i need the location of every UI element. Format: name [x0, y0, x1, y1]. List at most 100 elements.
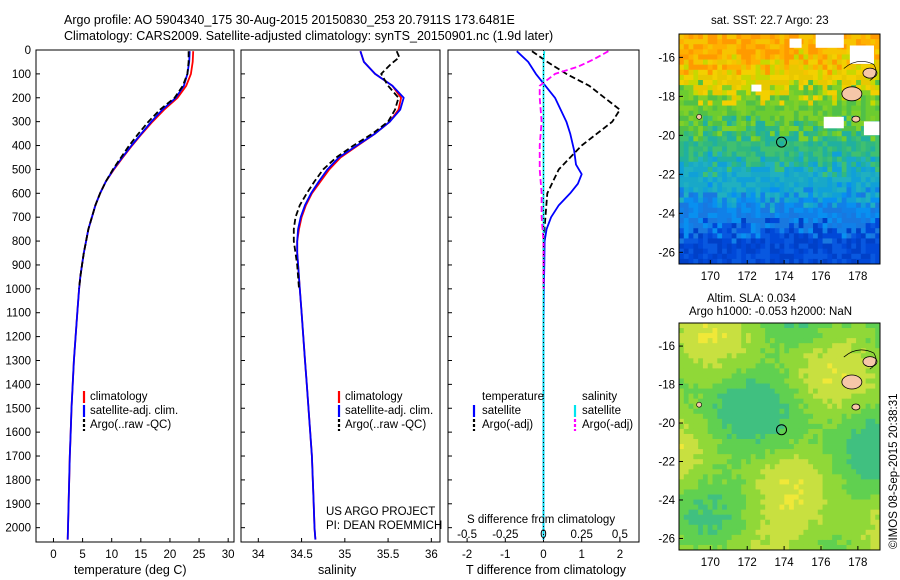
temperature-legend-argo: Argo(..raw -QC) [90, 419, 172, 431]
x-tick-label: 0 [540, 549, 546, 561]
sla-map [678, 322, 881, 551]
salinity-difference-tick-label: 0.25 [571, 529, 593, 541]
map-latitude-label: -24 [658, 495, 675, 507]
x-tick-label: 2 [617, 549, 623, 561]
sst-map-title: sat. SST: 22.7 Argo: 23 [711, 15, 829, 27]
map-longitude-label: 176 [811, 557, 830, 569]
map-frame [678, 33, 881, 265]
x-tick-label: 35 [338, 549, 351, 561]
sla-map-title-line-2: Argo h1000: -0.053 h2000: NaN [689, 306, 853, 318]
profile-panel-frame [240, 49, 441, 543]
island-shape [841, 374, 863, 390]
depth-tick-label: 300 [12, 117, 31, 129]
island-shape [851, 403, 861, 411]
x-tick-label: 36 [425, 549, 438, 561]
depth-tick-label: 1800 [5, 475, 31, 487]
depth-tick-label: 1600 [5, 427, 31, 439]
map-latitude-label: -22 [658, 169, 675, 181]
map-latitude-label: -26 [658, 533, 675, 545]
depth-tick-label: 400 [12, 141, 31, 153]
island-shape [862, 356, 878, 367]
x-tick-label: 34.5 [290, 549, 312, 561]
depth-tick-label: 1200 [5, 332, 31, 344]
map-latitude-label: -26 [658, 247, 675, 259]
depth-tick-label: 800 [12, 236, 31, 248]
depth-tick-label: 500 [12, 164, 31, 176]
diff-legend-salinity-argo: Argo(-adj) [582, 419, 634, 431]
island-shape [862, 67, 878, 79]
series-line-satellite-adj-clim- [296, 50, 405, 540]
map-longitude-label: 178 [848, 557, 867, 569]
depth-tick-label: 900 [12, 260, 31, 272]
depth-tick-label: 2000 [5, 523, 31, 535]
x-tick-label: 34 [252, 549, 265, 561]
map-longitude-label: 176 [811, 271, 830, 283]
depth-tick-label: 1400 [5, 379, 31, 391]
map-latitude-label: -16 [658, 341, 675, 353]
imos-credit: ©IMOS 08-Sep-2015 20:38:31 [888, 393, 900, 549]
title-line-1: Argo profile: AO 5904340_175 30-Aug-2015… [64, 13, 515, 27]
x-tick-label: 35.5 [377, 549, 399, 561]
map-longitude-label: 172 [738, 271, 757, 283]
series-line-t-argo-adj- [531, 50, 621, 289]
t-difference-axis-label: T difference from climatology [466, 563, 627, 577]
x-tick-label: -2 [462, 549, 472, 561]
series-line-argo-raw-qc- [292, 50, 401, 289]
cloud-gap [863, 121, 880, 136]
depth-tick-label: 1300 [5, 355, 31, 367]
cloud-gap [823, 116, 844, 129]
map-longitude-label: 172 [738, 557, 757, 569]
depth-tick-label: 600 [12, 188, 31, 200]
x-tick-label: 5 [79, 549, 85, 561]
cloud-gap [815, 34, 844, 48]
depth-tick-label: 1100 [6, 308, 31, 320]
depth-tick-label: 0 [25, 45, 31, 57]
x-tick-label: 10 [105, 549, 118, 561]
project-annotation-line-2: PI: DEAN ROEMMICH [326, 520, 443, 532]
cloud-gap [789, 38, 802, 48]
map-latitude-label: -20 [658, 418, 675, 430]
salinity-axis-label: salinity [318, 563, 357, 577]
salinity-legend-satellite: satellite-adj. clim. [345, 405, 434, 417]
depth-tick-label: 1000 [5, 284, 31, 296]
cloud-gap [751, 84, 762, 92]
s-difference-axis-label: S difference from climatology [467, 514, 616, 526]
series-line-argo-raw-qc- [78, 51, 190, 289]
argo-location-marker [776, 136, 788, 148]
salinity-difference-tick-label: 0.5 [612, 529, 628, 541]
temperature-legend-climatology: climatology [90, 391, 148, 403]
series-line-s-satellite [542, 51, 546, 540]
map-latitude-label: -24 [658, 208, 675, 220]
map-longitude-label: 170 [701, 557, 720, 569]
diff-legend-temperature-satellite: satellite [482, 405, 521, 417]
map-longitude-label: 178 [848, 271, 867, 283]
x-tick-label: 30 [222, 549, 235, 561]
map-latitude-label: -18 [658, 380, 675, 392]
x-tick-label: 15 [134, 549, 147, 561]
depth-tick-label: 1900 [5, 499, 31, 511]
temperature-axis-label: temperature (deg C) [74, 563, 187, 577]
x-tick-label: -1 [500, 549, 510, 561]
map-latitude-label: -18 [658, 91, 675, 103]
salinity-difference-tick-label: 0 [540, 529, 546, 541]
depth-tick-label: 1500 [5, 403, 31, 415]
island-shape [696, 114, 702, 120]
depth-tick-label: 700 [12, 212, 31, 224]
sst-map [678, 33, 881, 265]
map-latitude-label: -22 [658, 457, 675, 469]
x-tick-label: 25 [193, 549, 206, 561]
series-line-s-argo-adj- [538, 50, 609, 289]
title-line-2: Climatology: CARS2009. Satellite-adjuste… [64, 29, 554, 43]
depth-tick-label: 100 [12, 69, 31, 81]
island-shape [841, 86, 863, 102]
salinity-legend-climatology: climatology [345, 391, 403, 403]
map-longitude-label: 174 [775, 271, 795, 283]
diff-legend-temperature-title: temperature [482, 391, 545, 403]
temperature-legend-satellite: satellite-adj. clim. [90, 405, 179, 417]
reef-contour [843, 349, 877, 370]
x-tick-label: 0 [50, 549, 56, 561]
map-latitude-label: -20 [658, 130, 675, 142]
x-tick-label: 20 [164, 549, 177, 561]
project-annotation-line-1: US ARGO PROJECT [326, 506, 436, 518]
